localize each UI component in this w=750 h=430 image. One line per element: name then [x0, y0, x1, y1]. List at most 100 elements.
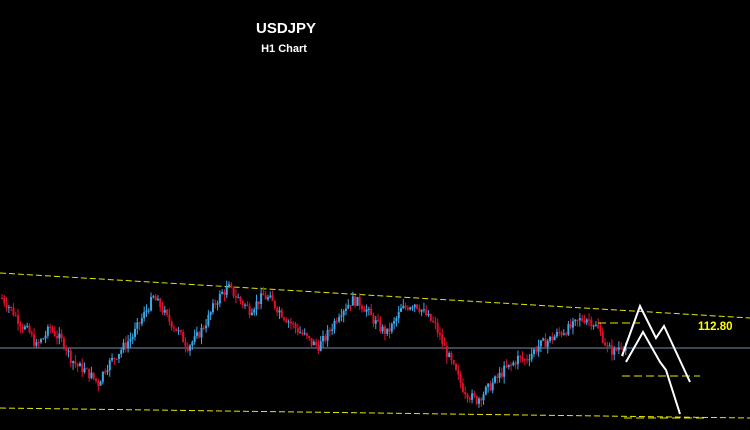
candle-body — [161, 307, 164, 313]
candle-body — [292, 323, 295, 325]
candle-body — [253, 309, 256, 313]
candle-body — [507, 364, 510, 367]
candle-body — [42, 338, 45, 340]
candle-body — [585, 319, 588, 323]
candle-body — [266, 297, 269, 300]
candle-body — [248, 306, 251, 315]
candle-body — [92, 372, 95, 379]
candle-body — [301, 332, 304, 335]
candle-body — [475, 396, 478, 404]
candle-body — [365, 309, 368, 312]
candle-body — [542, 338, 545, 341]
candle-body — [244, 304, 247, 306]
candle-body — [56, 335, 59, 339]
candle-body — [271, 295, 274, 301]
candle-body — [530, 353, 533, 360]
candle-body — [471, 393, 474, 400]
candle-body — [269, 295, 272, 298]
candle-body — [452, 360, 455, 364]
candle-body — [299, 332, 302, 334]
candle-body — [372, 315, 375, 324]
candle-body — [76, 363, 79, 367]
candle-body — [351, 296, 354, 306]
candle-body — [601, 331, 604, 343]
candle-body — [537, 346, 540, 352]
candle-body — [399, 308, 402, 312]
candle-body — [482, 394, 485, 401]
candle-body — [422, 309, 425, 311]
candle-body — [624, 348, 627, 351]
candle-body — [535, 349, 538, 352]
candle-body — [445, 345, 448, 358]
candle-body — [104, 371, 107, 373]
candle-body — [289, 321, 292, 324]
candle-body — [395, 318, 398, 321]
candle-body — [549, 336, 552, 341]
candle-body — [58, 333, 61, 339]
candle-body — [457, 370, 460, 375]
candle-body — [324, 336, 327, 341]
price-level-label: 112.80 — [698, 321, 733, 333]
candle-body — [569, 324, 572, 328]
candle-body — [74, 361, 77, 364]
candle-body — [361, 305, 364, 310]
candle-body — [594, 324, 597, 326]
candle-body — [35, 342, 38, 346]
candle-body — [225, 287, 228, 295]
candle-body — [273, 300, 276, 308]
candle-body — [14, 315, 17, 317]
projection-path-lower — [625, 329, 681, 415]
candle-body — [285, 319, 288, 323]
candle-body — [494, 376, 497, 383]
candle-body — [280, 310, 283, 318]
candle-body — [200, 327, 203, 338]
candle-body — [464, 392, 467, 395]
candle-body — [156, 298, 159, 301]
lower-channel-line — [0, 407, 750, 419]
candle-body — [21, 326, 24, 330]
candle-body — [544, 338, 547, 347]
candle-body — [168, 314, 171, 322]
candle-body — [480, 398, 483, 401]
candle-body — [150, 297, 153, 311]
candle-body — [250, 312, 253, 315]
candle-body — [101, 371, 104, 382]
candle-body — [505, 365, 508, 367]
candle-body — [461, 383, 464, 393]
candle-body — [69, 350, 72, 363]
candle-body — [344, 308, 347, 311]
candle-body — [377, 320, 380, 322]
candle-body — [83, 368, 86, 373]
candle-body — [558, 331, 561, 333]
candle-body — [216, 303, 219, 305]
candle-body — [510, 364, 513, 366]
candle-body — [358, 297, 361, 306]
candle-body — [356, 297, 359, 306]
candle-body — [195, 332, 198, 337]
candle-body — [546, 340, 549, 347]
candle-body — [581, 318, 584, 321]
candle-body — [409, 307, 412, 310]
candle-body — [592, 325, 595, 327]
candle-body — [46, 326, 49, 336]
candle-body — [221, 291, 224, 294]
candle-body — [230, 284, 233, 287]
candle-body — [571, 321, 574, 328]
candle-body — [228, 284, 231, 288]
candle-body — [567, 324, 570, 335]
candle-body — [113, 357, 116, 359]
candle-body — [72, 361, 75, 363]
candle-body — [427, 313, 430, 316]
candle-body — [468, 398, 471, 400]
candle-body — [218, 293, 221, 304]
candle-body — [599, 328, 602, 332]
candle-body — [466, 394, 469, 399]
candle-body — [429, 313, 432, 321]
candle-body — [143, 311, 146, 319]
channel-lines — [0, 272, 750, 419]
candle-body — [257, 301, 260, 304]
candle-body — [287, 321, 290, 323]
candle-body — [147, 310, 150, 312]
candle-body — [608, 345, 611, 347]
